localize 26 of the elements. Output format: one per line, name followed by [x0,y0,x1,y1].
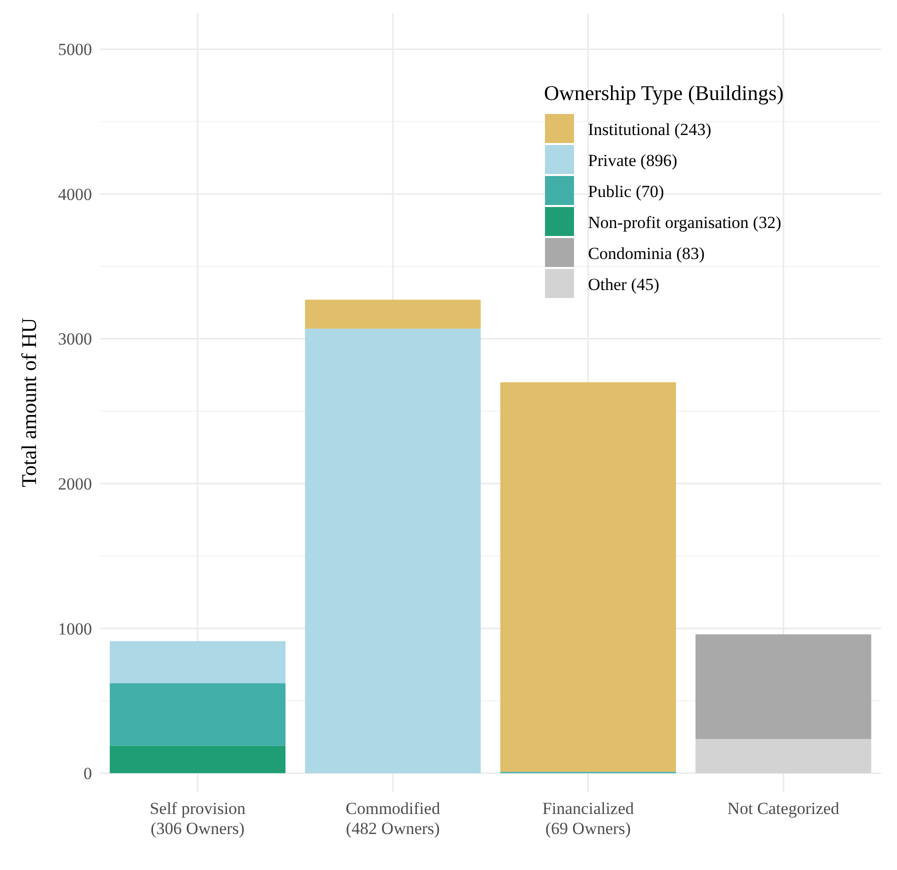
bar [500,382,676,772]
x-tick-label: Self provision (306 Owners) [150,799,246,838]
bar [110,746,286,774]
x-tick-label: Not Categorized [727,799,840,818]
bar [110,641,286,684]
bar [305,328,481,774]
y-tick-label: 0 [84,764,92,784]
legend-label: Private (896) [588,150,678,170]
legend-label: Non-profit organisation (32) [588,212,782,232]
bar [305,300,481,329]
legend-label: Other (45) [588,274,660,294]
legend-title: Ownership Type (Buildings) [544,81,784,105]
legend-label: Public (70) [588,182,664,201]
y-tick-label: 5000 [58,40,92,60]
legend-label: Condominia (83) [588,244,705,263]
bar [110,683,286,746]
bar [696,634,872,740]
y-tick-label: 4000 [58,184,92,204]
y-tick-label: 1000 [58,619,92,638]
bar [696,739,872,774]
legend-label: Institutional (243) [588,120,712,139]
x-tick-label: Financialized (69 Owners) [542,799,634,838]
x-tick-label: Commodified (482 Owners) [346,799,441,838]
y-tick-label: 3000 [58,330,92,349]
y-tick-label: 2000 [58,474,92,494]
y-axis-title: Total amount of HU [17,318,41,488]
